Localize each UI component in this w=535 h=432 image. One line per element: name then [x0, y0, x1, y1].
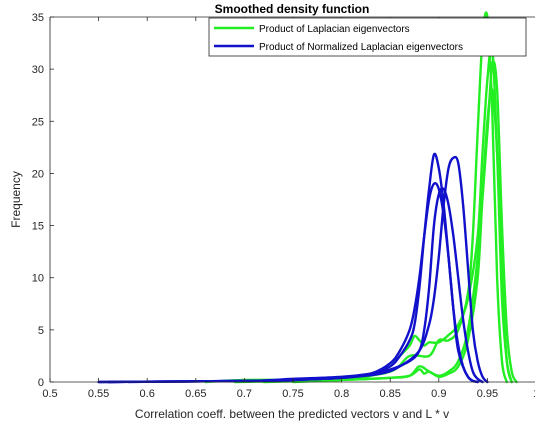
- legend: Product of Laplacian eigenvectors Produc…: [208, 17, 527, 57]
- series-curve-normalized-laplacian-7: [107, 155, 489, 384]
- y-tick-label: 5: [38, 325, 44, 337]
- series-curve-laplacian-3: [291, 60, 518, 384]
- legend-label-laplacian: Product of Laplacian eigenvectors: [259, 24, 410, 35]
- x-tick-label: 0.85: [379, 388, 400, 400]
- x-tick-label: 0.55: [88, 388, 109, 400]
- x-tick-label: 0.5: [42, 388, 57, 400]
- axes: 0.50.550.60.650.70.750.80.850.90.9510510…: [32, 12, 535, 400]
- x-tick-label: 1: [533, 388, 535, 400]
- y-tick-label: 35: [32, 12, 44, 24]
- y-tick-label: 20: [32, 168, 44, 180]
- legend-box: [208, 17, 527, 57]
- y-tick-label: 30: [32, 64, 44, 76]
- chart-title: Smoothed density function: [215, 2, 370, 16]
- x-tick-label: 0.65: [185, 388, 206, 400]
- series-layer: [97, 11, 518, 384]
- legend-label-normalized-laplacian: Product of Normalized Laplacian eigenvec…: [259, 42, 463, 53]
- x-tick-label: 0.6: [140, 388, 155, 400]
- x-tick-label: 0.7: [237, 388, 252, 400]
- x-tick-label: 0.8: [334, 388, 349, 400]
- x-tick-label: 0.75: [282, 388, 303, 400]
- y-tick-label: 25: [32, 116, 44, 128]
- y-tick-label: 10: [32, 273, 44, 285]
- y-tick-label: 0: [38, 377, 44, 389]
- x-tick-label: 0.95: [477, 388, 498, 400]
- x-tick-label: 0.9: [431, 388, 446, 400]
- x-axis-label: Correlation coeff. between the predicted…: [135, 407, 449, 421]
- y-axis-label: Frequency: [9, 171, 23, 228]
- y-tick-label: 15: [32, 221, 44, 233]
